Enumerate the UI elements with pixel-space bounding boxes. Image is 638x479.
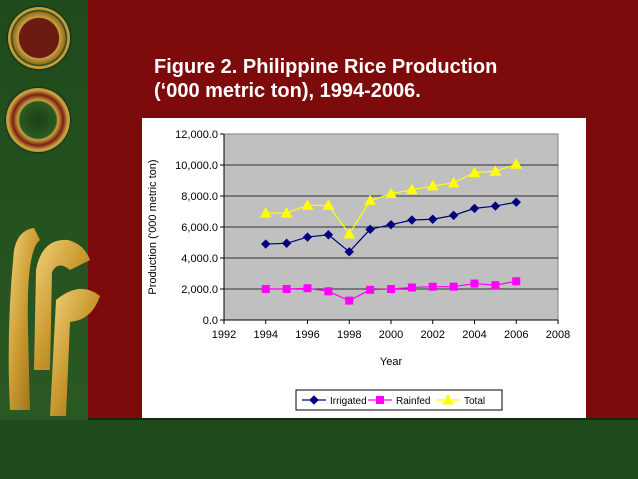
data-point-irrigated [469, 203, 480, 214]
data-point-irrigated [511, 197, 521, 207]
data-point-rainfed [387, 285, 395, 293]
data-point-irrigated [323, 230, 334, 240]
data-point-total [343, 227, 356, 239]
data-point-total [426, 179, 439, 191]
data-point-irrigated [407, 215, 417, 225]
legend-label-total: Total [464, 396, 485, 407]
centennial-seal-logo [6, 88, 70, 152]
y-tick-label: 12,000.0 [175, 129, 218, 141]
university-seal-logo [8, 7, 70, 69]
x-tick-label: 1996 [295, 329, 319, 341]
line-chart: 0.0 2,000.0 4,000.0 6,000.0 8,000.0 10,000.0 1… [147, 129, 570, 411]
data-point-total [301, 199, 314, 210]
x-tick-label: 2000 [379, 329, 403, 341]
data-point-rainfed [449, 282, 458, 291]
data-point-irrigated [365, 224, 375, 235]
data-point-rainfed [282, 285, 291, 293]
data-point-irrigated [281, 238, 292, 248]
data-point-total [385, 187, 397, 199]
data-point-irrigated [428, 214, 438, 224]
data-point-total [489, 165, 502, 176]
y-tick-label: 8,000.0 [181, 191, 218, 203]
data-point-total [322, 199, 335, 210]
data-point-irrigated [386, 219, 396, 230]
title-line-2: (‘000 metric ton), 1994-2006. [154, 80, 421, 102]
data-point-irrigated [302, 232, 313, 242]
title-line-1: Figure 2. Philippine Rice Production [154, 56, 498, 78]
legend-marker-rainfed [376, 396, 384, 404]
y-tick-label: 6,000.0 [181, 222, 218, 234]
legend-box [295, 389, 503, 411]
x-tick-label: 1994 [254, 329, 278, 341]
y-tick-label: 10,000.0 [175, 160, 218, 172]
y-tick-label: 2,000.0 [181, 284, 218, 296]
bottom-decorative-band [0, 420, 638, 479]
data-point-total [447, 176, 460, 188]
y-axis-label: Production (‘000 metric ton) [147, 159, 159, 294]
y-tick-label: 4,000.0 [181, 253, 218, 265]
x-tick-label: 2004 [462, 329, 486, 341]
data-point-total [406, 183, 418, 195]
data-point-rainfed [407, 283, 416, 292]
data-point-irrigated [344, 247, 354, 257]
data-point-rainfed [512, 277, 521, 286]
data-point-rainfed [366, 285, 375, 294]
data-point-rainfed [261, 285, 270, 293]
data-point-rainfed [428, 282, 437, 291]
data-point-irrigated [490, 201, 501, 211]
legend-label-rainfed: Rainfed [396, 396, 430, 407]
band-divider [88, 418, 638, 420]
data-point-rainfed [324, 287, 333, 296]
data-point-total [510, 158, 523, 169]
y-tick-label: 0.0 [203, 315, 218, 327]
gold-emblem-logo [8, 228, 100, 416]
x-tick-label: 1998 [337, 329, 361, 341]
data-point-rainfed [345, 296, 354, 305]
data-point-irrigated [448, 210, 459, 221]
x-tick-label: 1992 [212, 329, 236, 341]
legend-marker-total [442, 393, 454, 405]
data-point-irrigated [261, 239, 271, 249]
data-point-rainfed [303, 284, 312, 293]
x-tick-label: 2008 [546, 329, 570, 341]
data-point-total [259, 207, 272, 218]
legend-marker-irrigated [309, 395, 319, 405]
data-point-rainfed [491, 281, 500, 290]
data-point-total [468, 166, 481, 178]
data-point-rainfed [470, 279, 479, 288]
data-point-total [364, 194, 376, 206]
x-axis-label: Year [380, 356, 403, 368]
data-point-total [280, 207, 293, 218]
x-tick-label: 2006 [504, 329, 528, 341]
x-tick-label: 2002 [421, 329, 445, 341]
chart-panel: 0.0 2,000.0 4,000.0 6,000.0 8,000.0 10,000.0 1… [142, 118, 586, 418]
legend-label-irrigated: Irrigated [330, 396, 367, 407]
chart-title: Figure 2. Philippine Rice Production (‘0… [154, 55, 497, 103]
